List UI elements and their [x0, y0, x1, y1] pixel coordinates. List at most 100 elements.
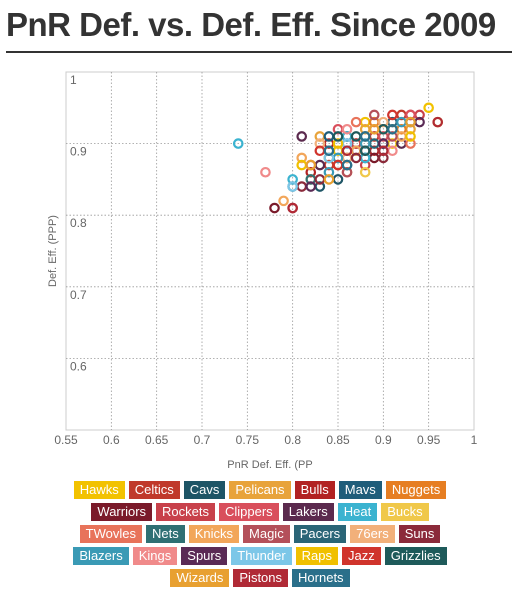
legend-item-jazz[interactable]: Jazz [342, 547, 381, 565]
legend-item-magic[interactable]: Magic [243, 525, 290, 543]
legend-item-spurs[interactable]: Spurs [181, 547, 228, 565]
legend-item-thunder[interactable]: Thunder [231, 547, 292, 565]
legend-item-hornets[interactable]: Hornets [292, 569, 350, 587]
point-grizzlies [332, 131, 344, 142]
legend-item-raps[interactable]: Raps [295, 547, 339, 565]
point-kings [341, 123, 353, 135]
legend-item-lakers[interactable]: Lakers [282, 503, 334, 521]
legend-item-76ers[interactable]: 76ers [350, 525, 395, 543]
point-76ers [314, 138, 326, 149]
point-hornets [323, 145, 335, 157]
legend-item-knicks[interactable]: Knicks [188, 525, 240, 543]
point-magic [341, 166, 353, 178]
legend-item-celtics[interactable]: Celtics [128, 481, 180, 499]
scatter-chart: 0.55 0.6 0.65 0.7 0.75 0.8 0.85 0.9 0.95 1 0.6 0.7… [47, 71, 478, 471]
point-suns [350, 152, 362, 164]
point-cavs [332, 174, 344, 185]
legend: Hawks Celtics Cavs Pelicans Bulls Mavs Nuggets… [60, 479, 460, 589]
legend-item-wizards[interactable]: Wizards [170, 569, 230, 587]
point-magic [387, 131, 398, 142]
y-tick-label: 0.7 [70, 288, 87, 302]
x-axis-label: PnR Def. Eff. (PP [227, 459, 312, 471]
y-ticks: 0.6 0.7 0.8 0.9 1 [70, 73, 87, 373]
point-clippers [405, 109, 416, 121]
point-heat [287, 174, 298, 185]
legend-item-rockets[interactable]: Rockets [156, 503, 215, 521]
legend-item-heat[interactable]: Heat [337, 503, 378, 521]
legend-item-grizzlies[interactable]: Grizzlies [384, 547, 447, 565]
point-lakers [296, 131, 308, 142]
point-blazers [359, 138, 371, 149]
legend-item-hawks[interactable]: Hawks [73, 481, 125, 499]
legend-item-bulls[interactable]: Bulls [294, 481, 335, 499]
point-hornets [341, 159, 353, 171]
point-suns [296, 181, 308, 192]
x-tick-label: 1 [471, 433, 478, 447]
x-tick-label: 0.65 [145, 433, 169, 447]
point-knicks [278, 195, 289, 207]
point-suns [378, 152, 389, 164]
point-heat [232, 138, 244, 149]
legend-item-pistons[interactable]: Pistons [233, 569, 289, 587]
point-rockets [359, 159, 371, 171]
plot-frame [65, 71, 475, 431]
legend-item-blazers[interactable]: Blazers [73, 547, 129, 565]
point-hawks [423, 102, 434, 114]
x-tick-label: 0.75 [236, 433, 260, 447]
legend-item-nets[interactable]: Nets [145, 525, 185, 543]
point-grizzlies [359, 145, 371, 157]
point-wizards [368, 123, 380, 135]
chart-title: PnR Def. vs. Def. Eff. Since 2009 [6, 6, 496, 43]
point-wizards [405, 116, 416, 128]
legend-item-nuggets[interactable]: Nuggets [385, 481, 447, 499]
legend-item-clippers[interactable]: Clippers [219, 503, 279, 521]
y-tick-label: 0.6 [70, 359, 87, 373]
point-raps [332, 138, 344, 149]
x-tick-label: 0.8 [284, 433, 301, 447]
point-pistons [287, 202, 298, 214]
y-axis-label: Def. Eff. (PPP) [47, 215, 59, 287]
legend-item-twovles[interactable]: TWovles [79, 525, 142, 543]
title-rule [6, 51, 512, 53]
point-blazers [323, 166, 335, 178]
point-jazz [387, 109, 398, 121]
point-76ers [378, 116, 389, 128]
x-tick-label: 0.6 [103, 433, 120, 447]
legend-item-warriors[interactable]: Warriors [91, 503, 153, 521]
legend-item-mavs[interactable]: Mavs [338, 481, 382, 499]
y-tick-label: 1 [70, 73, 77, 87]
x-ticks: 0.55 0.6 0.65 0.7 0.75 0.8 0.85 0.9 0.95 1 [54, 433, 477, 447]
point-twovles [350, 116, 362, 128]
x-tick-label: 0.55 [54, 433, 78, 447]
point-spurs [378, 138, 389, 149]
y-tick-label: 0.8 [70, 216, 87, 230]
point-wizards [305, 159, 317, 171]
x-tick-label: 0.7 [194, 433, 211, 447]
point-spurs [305, 181, 317, 192]
point-warriors [269, 202, 280, 214]
point-bulls [305, 166, 317, 178]
legend-item-kings[interactable]: Kings [132, 547, 178, 565]
legend-item-pacers[interactable]: Pacers [293, 525, 347, 543]
point-kings [260, 166, 271, 178]
point-wizards [323, 174, 335, 185]
point-hornets [359, 131, 371, 142]
point-lakers [314, 159, 326, 171]
legend-item-bucks[interactable]: Bucks [381, 503, 429, 521]
point-raps [405, 131, 416, 142]
x-tick-label: 0.95 [417, 433, 441, 447]
y-tick-label: 0.9 [70, 145, 87, 159]
point-magic [368, 109, 380, 121]
data-points [232, 102, 444, 214]
point-twovles [405, 138, 416, 149]
point-pistons [378, 145, 389, 157]
legend-item-suns[interactable]: Suns [398, 525, 441, 543]
point-pistons [432, 116, 444, 128]
legend-item-pelicans[interactable]: Pelicans [229, 481, 291, 499]
point-hornets [387, 123, 398, 135]
x-tick-label: 0.9 [375, 433, 392, 447]
point-thunder [323, 152, 335, 164]
x-tick-label: 0.85 [326, 433, 350, 447]
legend-item-cavs[interactable]: Cavs [183, 481, 226, 499]
point-bucks [359, 166, 371, 178]
